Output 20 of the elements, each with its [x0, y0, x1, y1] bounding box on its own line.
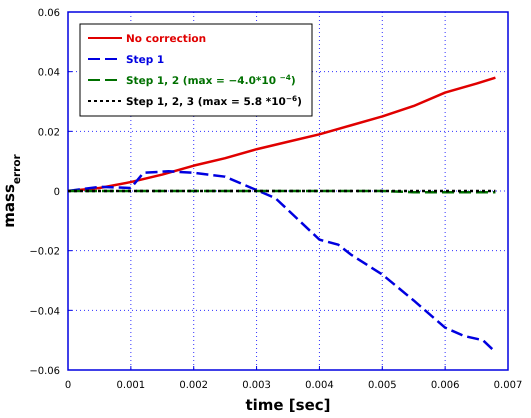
x-tick-label: 0.005: [368, 380, 397, 391]
legend-label: Step 1, 2, 3 (max = 5.8 *10$^{−6}$): [126, 94, 302, 108]
x-tick-label: 0.004: [305, 380, 334, 391]
y-tick-label: −0.06: [29, 366, 60, 377]
y-tick-label: −0.02: [29, 246, 60, 258]
y-tick-label: 0.04: [38, 68, 60, 79]
x-axis-title: time [sec]: [245, 396, 331, 414]
legend-label: Step 1, 2 (max = −4.0*10 $^{−4}$): [126, 72, 296, 87]
x-tick-label: 0.007: [494, 380, 522, 391]
x-tick-label: 0: [64, 380, 72, 391]
x-tick-label: 0.006: [430, 380, 460, 391]
y-tick-label: 0.06: [38, 8, 60, 19]
y-tick-label: 0.02: [38, 127, 60, 138]
legend-label: Step 1: [126, 54, 164, 66]
legend-label: No correction: [126, 33, 206, 45]
y-tick-label: 0: [54, 187, 60, 198]
y-tick-label: −0.04: [29, 306, 60, 318]
x-tick-label: 0.001: [116, 380, 146, 391]
x-tick-label: 0.002: [179, 380, 208, 391]
x-tick-label: 0.003: [242, 380, 271, 391]
